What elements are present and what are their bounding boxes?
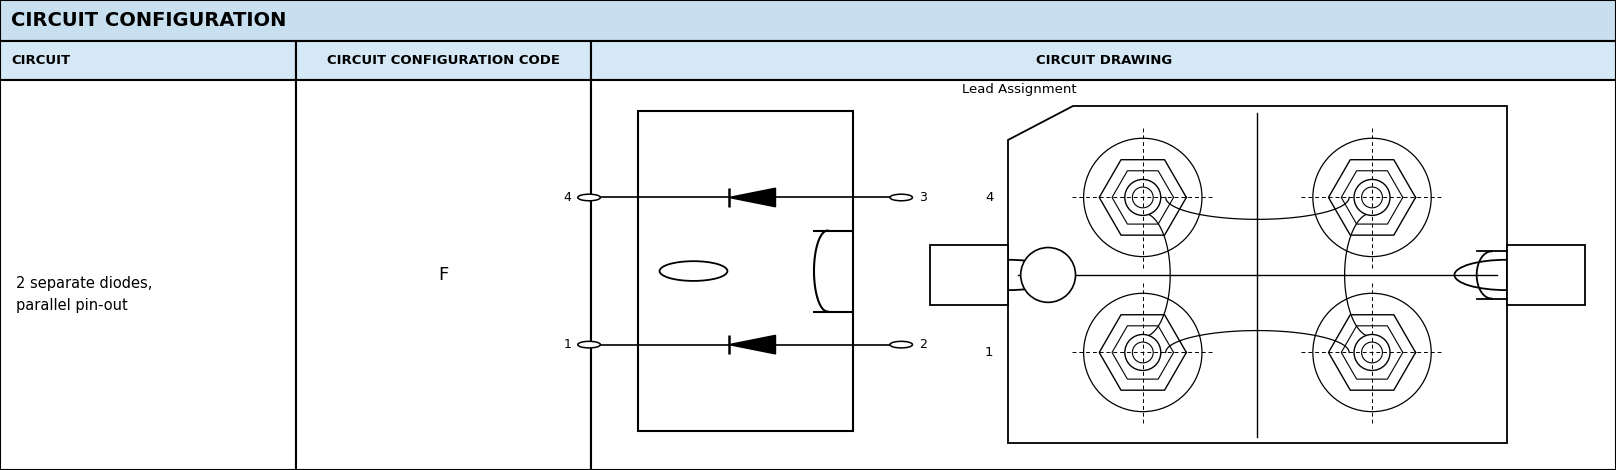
Text: CIRCUIT: CIRCUIT: [11, 54, 71, 67]
Bar: [1506, 244, 1585, 306]
Polygon shape: [1008, 106, 1506, 444]
Polygon shape: [729, 188, 776, 207]
Bar: [0, 41, 296, 80]
Polygon shape: [729, 335, 776, 354]
Ellipse shape: [1362, 342, 1382, 363]
Ellipse shape: [1021, 248, 1076, 302]
Ellipse shape: [1133, 342, 1154, 363]
Bar: [591, 41, 1616, 80]
Text: 1: 1: [984, 346, 994, 359]
Circle shape: [579, 341, 601, 348]
Circle shape: [579, 194, 601, 201]
Ellipse shape: [1133, 187, 1154, 208]
Text: 3: 3: [920, 191, 928, 204]
Bar: [0, 80, 296, 470]
Bar: [929, 244, 1008, 306]
Text: CIRCUIT CONFIGURATION: CIRCUIT CONFIGURATION: [11, 11, 286, 30]
Ellipse shape: [659, 261, 727, 281]
Bar: [638, 111, 853, 431]
Ellipse shape: [1125, 335, 1160, 370]
Text: 4: 4: [984, 191, 994, 204]
Text: 4: 4: [564, 191, 572, 204]
Text: 2: 2: [920, 338, 928, 351]
Bar: [296, 41, 591, 80]
Ellipse shape: [1354, 180, 1390, 215]
Bar: [591, 80, 1616, 470]
Ellipse shape: [1125, 180, 1160, 215]
Ellipse shape: [1354, 335, 1390, 370]
Text: CIRCUIT CONFIGURATION CODE: CIRCUIT CONFIGURATION CODE: [326, 54, 561, 67]
Circle shape: [890, 341, 913, 348]
Bar: [296, 80, 591, 470]
Ellipse shape: [1362, 187, 1382, 208]
Text: CIRCUIT DRAWING: CIRCUIT DRAWING: [1036, 54, 1172, 67]
Text: Lead Assignment: Lead Assignment: [963, 83, 1076, 95]
Text: 2 separate diodes,
parallel pin-out: 2 separate diodes, parallel pin-out: [16, 276, 152, 313]
Bar: [0, 0, 1616, 41]
Text: F: F: [438, 266, 449, 284]
Text: 1: 1: [564, 338, 572, 351]
Circle shape: [890, 194, 913, 201]
